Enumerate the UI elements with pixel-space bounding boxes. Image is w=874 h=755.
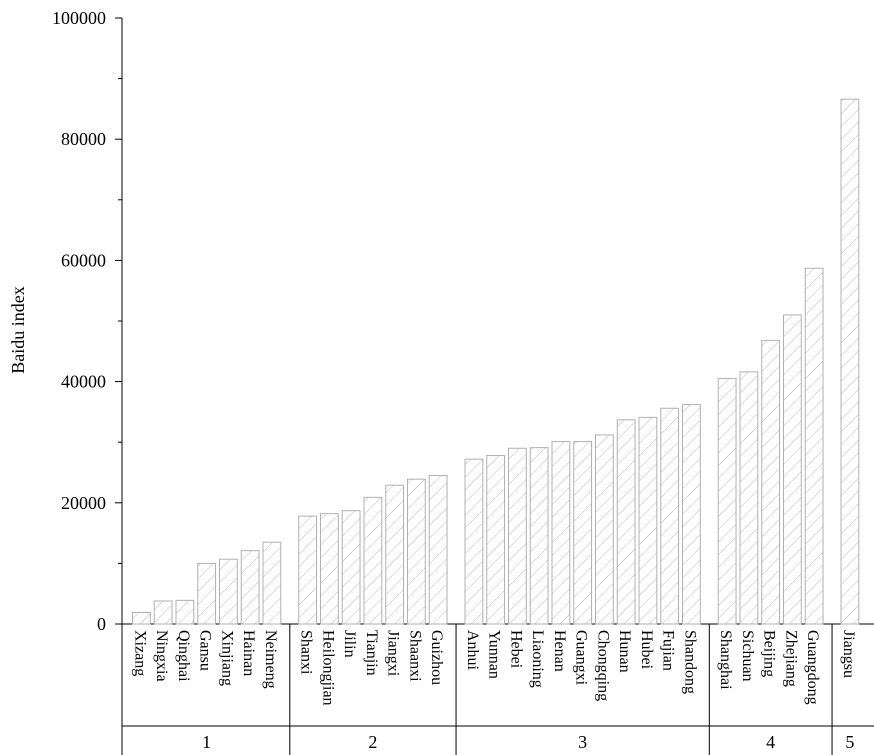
x-tick-label: Hebei bbox=[507, 630, 524, 669]
x-tick-label: Heilongjian bbox=[319, 630, 336, 706]
y-tick-label: 20000 bbox=[61, 493, 106, 513]
x-tick-label: Chongqing bbox=[594, 630, 611, 701]
x-tick-label: Shaanxi bbox=[406, 630, 423, 682]
bar bbox=[428, 475, 448, 625]
x-tick-label: Shandong bbox=[681, 630, 698, 694]
y-tick-label: 60000 bbox=[61, 250, 106, 270]
bar bbox=[739, 371, 759, 625]
x-tick-label: Beijing bbox=[761, 630, 778, 677]
x-tick-label: Xinjiang bbox=[218, 630, 235, 686]
x-tick-label: Neimeng bbox=[262, 630, 279, 689]
x-tick-label: Guizhou bbox=[428, 630, 445, 685]
bar bbox=[638, 416, 658, 625]
x-tick-label: Gansu bbox=[197, 630, 214, 671]
x-tick-label: Liaoning bbox=[529, 630, 546, 688]
plot-area: 0 20000 40000 60000 80000 100000 Xizang Ningxia… bbox=[52, 8, 874, 755]
bar bbox=[298, 515, 318, 625]
x-tick-label: Henan bbox=[551, 630, 568, 672]
x-tick-label: Guangdong bbox=[804, 630, 821, 705]
y-axis-label: Baidu index bbox=[8, 286, 28, 374]
x-tick-label: Shanghai bbox=[717, 630, 734, 690]
x-tick-label: Qinghai bbox=[175, 630, 192, 682]
x-tick-label: Jiangxi bbox=[385, 630, 402, 677]
x-tick-label: Guangxi bbox=[573, 630, 590, 686]
bar bbox=[840, 98, 860, 625]
x-tick-label: Yunnan bbox=[486, 630, 503, 679]
bar bbox=[573, 441, 593, 625]
bar bbox=[486, 455, 506, 625]
x-tick-label: Xizang bbox=[131, 630, 148, 676]
bar bbox=[464, 458, 484, 625]
bar bbox=[153, 600, 173, 625]
x-tick-label: Ningxia bbox=[153, 630, 170, 682]
bar bbox=[262, 541, 282, 625]
bar bbox=[219, 558, 238, 625]
bar bbox=[385, 484, 405, 625]
bar bbox=[616, 419, 636, 625]
x-tick-label: Hainan bbox=[240, 630, 257, 676]
y-tick-label: 100000 bbox=[52, 8, 106, 28]
bar bbox=[197, 562, 217, 625]
bar bbox=[783, 314, 802, 625]
bar bbox=[508, 447, 527, 625]
bar bbox=[595, 434, 614, 625]
x-tick-label: Hubei bbox=[638, 630, 655, 670]
group-label: 1 bbox=[202, 732, 211, 752]
bar bbox=[320, 513, 339, 625]
y-tick-label: 80000 bbox=[61, 129, 106, 149]
group-label: 5 bbox=[845, 732, 854, 752]
x-tick-label: Jilin bbox=[341, 630, 358, 658]
y-tick-label: 0 bbox=[97, 614, 106, 634]
bar bbox=[363, 496, 383, 625]
x-tick-label: Sichuan bbox=[739, 630, 756, 682]
x-tick-label: Fujian bbox=[660, 630, 677, 671]
y-tick-label: 40000 bbox=[61, 372, 106, 392]
bar bbox=[175, 599, 195, 625]
bar bbox=[341, 510, 361, 625]
bar bbox=[407, 478, 426, 625]
bar bbox=[804, 267, 824, 625]
group-label: 3 bbox=[578, 732, 587, 752]
x-tick-label: Jiangsu bbox=[840, 630, 857, 678]
x-tick-label: Zhejiang bbox=[782, 630, 799, 687]
x-tick-label: Anhui bbox=[464, 630, 481, 671]
bar bbox=[682, 404, 701, 625]
bar bbox=[529, 447, 549, 625]
group-label: 2 bbox=[368, 732, 377, 752]
bar bbox=[132, 611, 151, 625]
bar bbox=[761, 339, 781, 625]
bar bbox=[551, 441, 571, 625]
x-tick-label: Tianjin bbox=[363, 630, 380, 676]
x-tick-label: Hunan bbox=[616, 630, 633, 673]
group-label: 4 bbox=[766, 732, 775, 752]
bar bbox=[660, 407, 680, 625]
bar bbox=[240, 550, 260, 625]
bar bbox=[717, 378, 737, 625]
x-tick-label: Shanxi bbox=[298, 630, 315, 675]
